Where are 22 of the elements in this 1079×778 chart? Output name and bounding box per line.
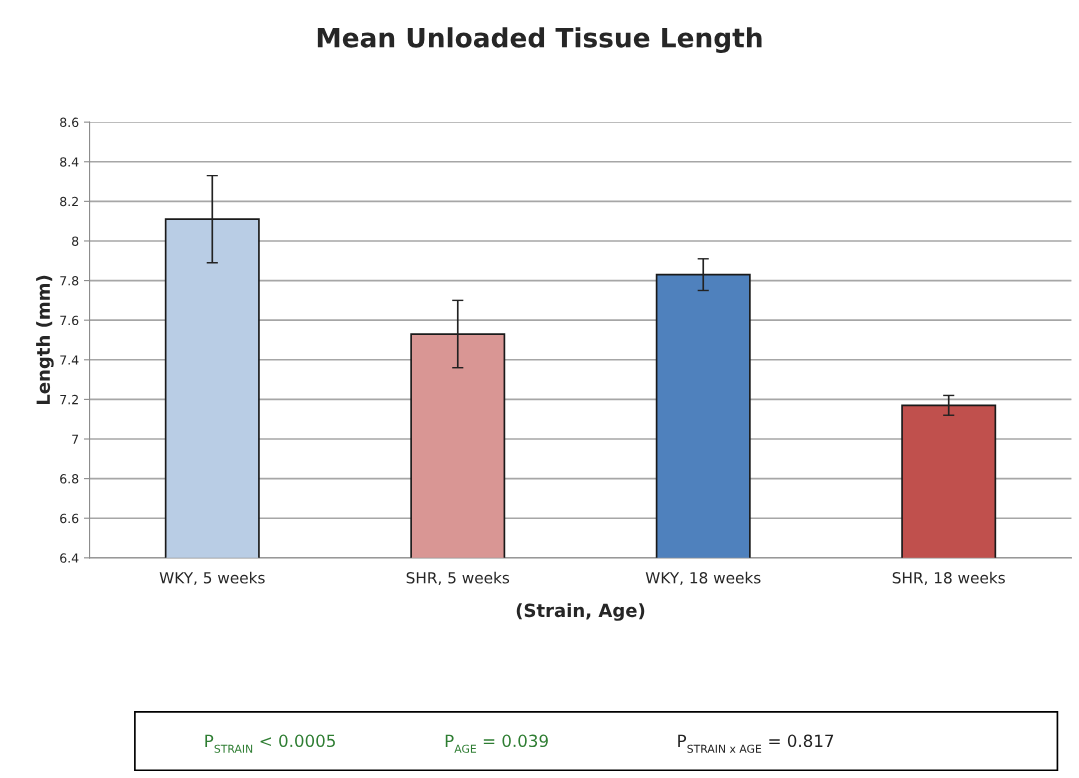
text: PSTRAIN < 0.0005 bbox=[205, 734, 335, 753]
x-tick-label: SHR, 5 weeks bbox=[406, 571, 510, 586]
y-tick-label: 8.2 bbox=[60, 196, 78, 207]
chart-title: Mean Unloaded Tissue Length bbox=[317, 27, 762, 53]
y-tick-label: 7 bbox=[72, 434, 79, 444]
x-tick-label: WKY, 18 weeks bbox=[645, 571, 761, 586]
y-tick-label: 7.6 bbox=[60, 315, 79, 326]
y-tick-label: 8.6 bbox=[60, 117, 79, 128]
text: PSTRAIN x AGE = 0.817 bbox=[678, 734, 834, 753]
text: PAGE = 0.039 bbox=[445, 734, 548, 753]
y-tick-label: 8 bbox=[72, 236, 79, 246]
y-tick-label: 7.8 bbox=[60, 276, 79, 286]
y-tick-label: 6.4 bbox=[60, 553, 79, 563]
y-tick-label: 6.6 bbox=[60, 513, 79, 524]
x-axis-title: (Strain, Age) bbox=[516, 603, 645, 621]
y-tick-label: 7.2 bbox=[60, 394, 78, 405]
x-tick-label: SHR, 18 weeks bbox=[892, 571, 1005, 586]
y-tick-label: 7.4 bbox=[60, 355, 79, 365]
y-tick-label: 6.8 bbox=[60, 474, 79, 484]
x-tick-label: WKY, 5 weeks bbox=[159, 571, 265, 586]
y-tick-label: 8.4 bbox=[60, 157, 79, 167]
y-axis-title: Length (mm) bbox=[36, 275, 54, 405]
